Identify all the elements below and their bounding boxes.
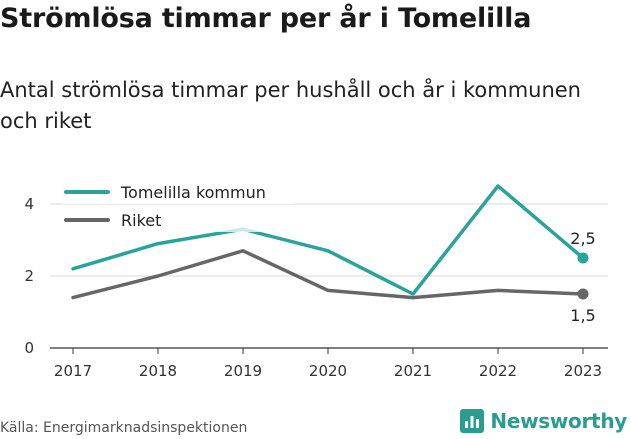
- x-tick-label: 2021: [394, 362, 432, 380]
- y-tick-label: 0: [24, 339, 34, 357]
- x-tick-label: 2017: [54, 362, 92, 380]
- y-tick-label: 2: [24, 267, 34, 285]
- line-chart: 0 2 4 2017 2018 2019 2020 2021 2022 2023 2,5 1,5 Tom…: [24, 180, 608, 380]
- x-tick-label: 2022: [479, 362, 517, 380]
- x-tick-label: 2018: [139, 362, 177, 380]
- chart-title: Strömlösa timmar per år i Tomelilla: [0, 3, 532, 34]
- source-note: Källa: Energimarknadsinspektionen: [0, 420, 248, 436]
- x-tick-label: 2019: [224, 362, 262, 380]
- data-point-tomelilla: [577, 252, 589, 264]
- end-value-label-tomelilla: 2,5: [570, 229, 595, 248]
- legend-label: Tomelilla kommun: [120, 183, 266, 202]
- legend-label: Riket: [121, 211, 161, 230]
- x-tick-label: 2020: [309, 362, 347, 380]
- data-point-riket: [577, 288, 589, 300]
- x-tick-label: 2023: [564, 362, 602, 380]
- series-line-riket: [71, 249, 585, 300]
- bar-chart-logo-icon: [460, 409, 485, 433]
- series-line-tomelilla: [71, 184, 585, 296]
- brand-logo: Newsworthy: [460, 409, 627, 433]
- chart-subtitle: Antal strömlösa timmar per hushåll och å…: [0, 78, 581, 133]
- brand-name: Newsworthy: [490, 409, 627, 433]
- end-value-label-riket: 1,5: [570, 306, 595, 325]
- y-tick-label: 4: [24, 195, 34, 213]
